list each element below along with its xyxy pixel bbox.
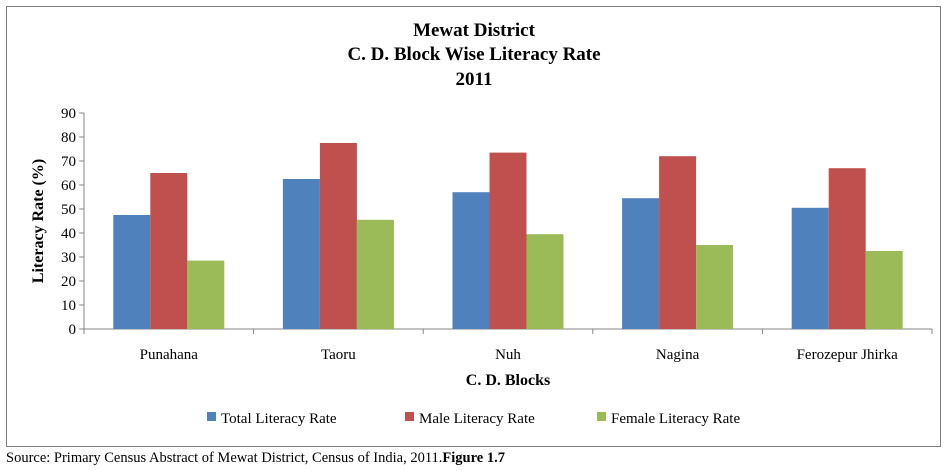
y-tick-label: 90 <box>61 106 76 122</box>
bar <box>187 260 225 329</box>
legend-label: Female Literacy Rate <box>611 411 740 427</box>
source-note: Source: Primary Census Abstract of Mewat… <box>6 450 505 467</box>
y-tick-label: 50 <box>61 202 76 218</box>
chart-title-line: Mewat District <box>413 20 536 41</box>
chart-bars <box>113 143 903 329</box>
legend-swatch <box>207 412 216 421</box>
bar <box>622 198 660 329</box>
bar <box>865 251 903 329</box>
legend-swatch <box>597 412 606 421</box>
chart-title-line: C. D. Block Wise Literacy Rate <box>347 44 600 65</box>
x-tick-label: Nagina <box>656 347 700 363</box>
bar <box>282 179 320 329</box>
bar <box>696 245 734 329</box>
legend-swatch <box>405 412 414 421</box>
bar <box>356 219 394 329</box>
y-tick-label: 70 <box>61 154 76 170</box>
bar-chart: Mewat District C. D. Block Wise Literacy … <box>30 20 933 427</box>
y-tick-label: 20 <box>61 274 76 290</box>
y-tick-label: 60 <box>61 178 76 194</box>
y-tick-label: 0 <box>69 322 77 338</box>
bar <box>526 234 564 329</box>
bar <box>791 207 829 329</box>
y-tick-label: 10 <box>61 298 76 314</box>
legend-label: Male Literacy Rate <box>419 411 535 427</box>
legend-label: Total Literacy Rate <box>221 411 337 427</box>
x-axis-title: C. D. Blocks <box>466 372 550 389</box>
source-text: Source: Primary Census Abstract of Mewat… <box>6 450 443 466</box>
y-tick-label: 30 <box>61 250 76 266</box>
x-tick-label: Punahana <box>140 347 199 363</box>
figure-label: Figure 1.7 <box>442 450 505 466</box>
bar <box>113 215 151 329</box>
y-axis-title: Literacy Rate (%) <box>30 159 47 283</box>
chart-frame: Mewat District C. D. Block Wise Literacy … <box>6 6 941 447</box>
bar <box>659 156 697 329</box>
y-tick-label: 40 <box>61 226 76 242</box>
chart-title-line: 2011 <box>456 69 493 90</box>
bar <box>489 152 527 329</box>
y-tick-label: 80 <box>61 130 76 146</box>
x-tick-label: Taoru <box>321 347 356 363</box>
chart-legend: Total Literacy Rate Male Literacy Rate Fem… <box>207 411 740 427</box>
bar <box>828 168 866 329</box>
chart-title: Mewat District C. D. Block Wise Literacy … <box>347 20 600 90</box>
bar <box>452 192 490 329</box>
bar <box>319 143 357 329</box>
x-tick-label: Ferozepur Jhirka <box>797 347 899 363</box>
x-tick-label: Nuh <box>495 347 521 363</box>
chart-labels: 0 10 20 30 40 50 60 70 80 90 Punahana Taoru Nuh Nagin… <box>30 106 898 389</box>
bar <box>150 173 188 329</box>
